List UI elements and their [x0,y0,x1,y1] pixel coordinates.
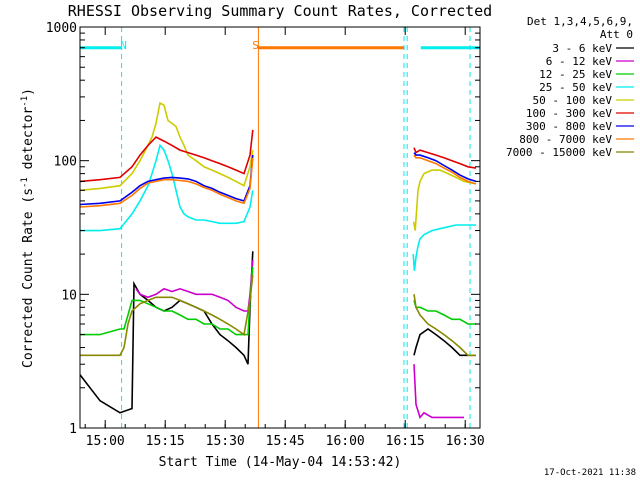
series-line-800to7000kev [79,154,477,208]
legend-header-line-1: Det 1,3,4,5,6,9, [527,15,633,28]
legend-entry-label: 12 - 25 keV [539,68,612,81]
x-tick-label: 15:30 [206,434,245,449]
legend-entry-label: 300 - 800 keV [526,120,612,133]
y-axis-label-end: ) [21,88,36,96]
series-line-300to800kev [79,152,477,206]
y-axis-label-sup2: -1 [20,96,30,107]
series-line-100to300kev [79,129,477,183]
y-axis-label-mid: detector [21,107,36,178]
y-tick-label: 1 [69,422,77,437]
y-axis: 1 10 100 1000 [46,21,480,437]
legend-entry-label: 3 - 6 keV [552,42,612,55]
x-tick-label: 15:00 [86,434,125,449]
series-line-7000to15000kev [80,274,476,357]
y-tick-label: 1000 [46,21,77,36]
x-axis-label: Start Time (14-May-04 14:53:42) [159,455,402,470]
series-line-12to25kev [80,266,476,336]
y-tick-label: 10 [61,288,77,303]
marker-s: S [252,39,259,52]
series-line-25to50kev [80,143,476,271]
legend-entry-label: 6 - 12 keV [546,55,613,68]
y-tick-label: 100 [54,155,77,170]
x-tick-label: 15:45 [266,434,305,449]
y-axis-label-main: Corrected Count Rate (s [21,188,36,368]
marker-n: N [120,39,127,52]
legend-entry-label: 50 - 100 keV [533,94,613,107]
timestamp: 17-Oct-2021 11:38 [544,468,636,478]
x-tick-label: 16:15 [386,434,425,449]
x-axis: 15:00 15:15 15:30 15:45 16:00 16:15 16:30 [84,27,485,449]
legend-header-line-2: Att 0 [600,28,633,41]
legend-entry-label: 7000 - 15000 keV [506,146,612,159]
x-tick-label: 16:00 [326,434,365,449]
y-axis-label: Corrected Count Rate (s-1 detector-1) [20,88,36,368]
series-line-6to12kev [135,260,464,420]
x-tick-label: 15:15 [146,434,185,449]
legend-entry-label: 800 - 7000 keV [519,133,612,146]
y-axis-label-sup1: -1 [20,177,30,188]
chart-title: RHESSI Observing Summary Count Rates, Co… [68,2,492,20]
plot-frame [79,26,481,429]
series-line-3to6kev [79,251,476,414]
legend-entry-label: 25 - 50 keV [539,81,612,94]
legend-entry-label: 100 - 300 keV [526,107,612,120]
series-line-50to100kev [79,101,477,231]
x-tick-label: 16:30 [446,434,485,449]
